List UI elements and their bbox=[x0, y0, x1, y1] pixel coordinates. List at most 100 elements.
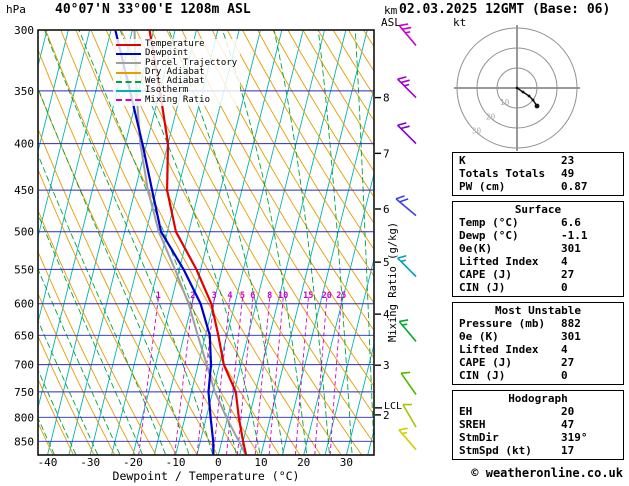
legend-swatch bbox=[116, 99, 141, 102]
wet-adiabat-line bbox=[38, 321, 99, 455]
stat-label: StmSpd (kt) bbox=[459, 444, 532, 457]
legend-item: Wet Adiabat bbox=[116, 76, 237, 86]
mixing-ratio-line bbox=[314, 297, 328, 455]
x-axis-label: Dewpoint / Temperature (°C) bbox=[112, 469, 300, 483]
mixing-ratio-line bbox=[295, 297, 309, 455]
temp-tick-label: -30 bbox=[80, 456, 100, 469]
station-title: 40°07'N 33°00'E 1208m ASL bbox=[55, 2, 251, 17]
table-row: CIN (J) 0 bbox=[453, 369, 623, 382]
dry-adiabat-line bbox=[211, 30, 374, 303]
hodograph-ring bbox=[456, 27, 578, 149]
stat-value: 319° bbox=[561, 431, 588, 444]
stat-value: 27 bbox=[561, 268, 575, 281]
legend-label: Temperature bbox=[145, 39, 205, 49]
hodograph-ring bbox=[476, 47, 558, 129]
stat-value: -1.1 bbox=[561, 229, 588, 242]
plot-border bbox=[37, 29, 375, 456]
hodograph-plot: 10 20 30 bbox=[454, 25, 580, 151]
isotherm-line bbox=[282, 89, 374, 455]
wind-barb bbox=[398, 23, 417, 47]
sounding-curves bbox=[114, 30, 248, 455]
dry-adiabat-line bbox=[38, 294, 115, 455]
dry-adiabat-line bbox=[38, 252, 136, 455]
copyright-label: © weatheronline.co.uk bbox=[471, 466, 623, 480]
dry-adiabat-line bbox=[196, 30, 374, 331]
wet-adiabat-line bbox=[38, 214, 143, 455]
wind-barb bbox=[397, 255, 417, 278]
mixing-ratio-value-label: 25 bbox=[336, 291, 346, 301]
hodograph-trace-point bbox=[527, 94, 531, 98]
temp-tick-label: 20 bbox=[297, 456, 310, 469]
mixing-ratio-value-label: 6 bbox=[250, 291, 255, 301]
pressure-tick-label: 350 bbox=[14, 85, 34, 98]
table-row: EH 20 bbox=[453, 405, 623, 418]
dry-adiabat-line bbox=[302, 30, 374, 146]
stat-label: EH bbox=[459, 405, 473, 418]
stat-value: 301 bbox=[561, 242, 581, 255]
table-row: Lifted Index 4 bbox=[453, 255, 623, 268]
stat-value: 27 bbox=[561, 356, 575, 369]
wet-adiabat-line bbox=[354, 30, 374, 443]
mixing-ratio-line bbox=[174, 297, 194, 455]
stat-label: Lifted Index bbox=[459, 255, 539, 268]
stat-label: Lifted Index bbox=[459, 343, 539, 356]
km-tick-label: 3 bbox=[383, 359, 390, 372]
legend-swatch bbox=[116, 90, 141, 93]
table-row: StmSpd (kt) 17 bbox=[453, 444, 623, 457]
stat-value: 4 bbox=[561, 343, 568, 356]
isotherm-line bbox=[196, 30, 304, 455]
mixing-ratio-value-label: 4 bbox=[227, 291, 232, 301]
mixing-ratio-value-label: 8 bbox=[267, 291, 272, 301]
temp-tick-label: -20 bbox=[123, 456, 143, 469]
wet-adiabat-line bbox=[44, 30, 214, 455]
table-title: Surface bbox=[514, 203, 562, 216]
dry-adiabat-line bbox=[257, 30, 374, 223]
hodograph-trace-point bbox=[515, 86, 519, 90]
wet-adiabat-line bbox=[222, 30, 308, 455]
stat-label: Dewp (°C) bbox=[459, 229, 519, 242]
surface-table: Surface Temp (°C) 6.6 Dewp (°C) -1.1 θe(K) 301… bbox=[452, 201, 624, 297]
stat-label: StmDir bbox=[459, 431, 499, 444]
isotherm-line bbox=[346, 345, 374, 455]
mixing-ratio-value-label: 5 bbox=[240, 291, 245, 301]
legend-label: Isotherm bbox=[145, 85, 189, 96]
legend-swatch bbox=[116, 71, 141, 74]
stat-label: θe(K) bbox=[459, 242, 493, 255]
stat-label: CIN (J) bbox=[459, 369, 506, 382]
mixing-ratio-line bbox=[237, 297, 254, 455]
wet-adiabat-line bbox=[317, 30, 353, 455]
stat-value: 882 bbox=[561, 317, 581, 330]
dry-adiabat-line bbox=[242, 30, 374, 250]
hodograph-ring bbox=[496, 67, 538, 109]
isotherm-line bbox=[367, 430, 374, 455]
pressure-tick-label: 450 bbox=[14, 184, 34, 197]
dry-adiabat-line bbox=[136, 30, 374, 444]
mixing-ratio-line bbox=[213, 297, 231, 455]
dry-adiabat-line bbox=[151, 30, 374, 415]
dry-adiabat-line bbox=[38, 129, 198, 455]
pressure-tick-label: 700 bbox=[14, 359, 34, 372]
mixing-ratio-value-label: 15 bbox=[303, 291, 313, 301]
mixing-ratio-value-label: 10 bbox=[278, 291, 288, 301]
table-title: Hodograph bbox=[508, 392, 568, 405]
table-row: StmDir 319° bbox=[453, 431, 623, 444]
table-row: Pressure (mb) 882 bbox=[453, 317, 623, 330]
legend-swatch bbox=[116, 52, 141, 55]
stat-value: 0.87 bbox=[561, 180, 588, 193]
skewt-grid bbox=[38, 30, 374, 455]
mixing-ratio-line bbox=[254, 297, 271, 455]
indices-table: K 23 Totals Totals 49 PW (cm) 0.87 bbox=[452, 152, 624, 196]
isotherm-line bbox=[38, 30, 69, 151]
isotherm-line bbox=[303, 174, 374, 455]
stat-label: CAPE (J) bbox=[459, 268, 512, 281]
parcel-trajectory-curve bbox=[133, 30, 247, 455]
stat-value: 6.6 bbox=[561, 216, 581, 229]
stat-label: K bbox=[459, 154, 466, 167]
km-tick-label: 7 bbox=[383, 147, 390, 160]
mixing-ratio-value-label: 20 bbox=[322, 291, 332, 301]
legend-item: Dewpoint bbox=[116, 48, 237, 58]
pressure-tick-label: 800 bbox=[14, 411, 34, 424]
isotherm-line bbox=[153, 30, 261, 455]
temp-tick-label: -40 bbox=[38, 456, 58, 469]
pressure-tick-label: 550 bbox=[14, 263, 34, 276]
